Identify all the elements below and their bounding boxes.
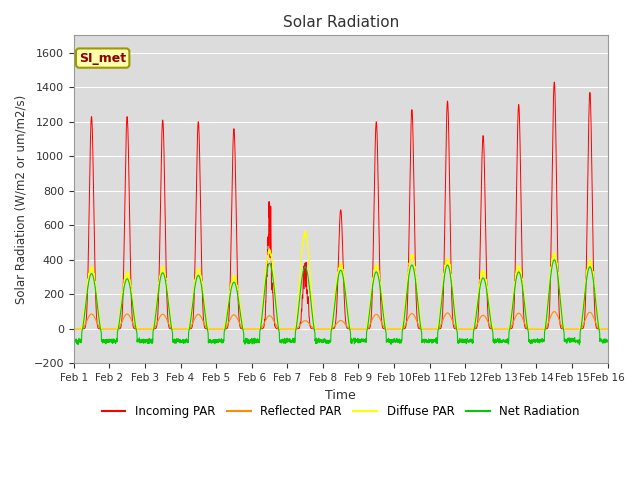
Diffuse PAR (70, 326, 77, 332)
Reflected PAR (431, 326, 438, 332)
Text: SI_met: SI_met (79, 51, 126, 65)
Reflected PAR (550, 309, 558, 314)
Net Radiation (604, 339, 611, 345)
Reflected PAR (491, 326, 499, 332)
Diffuse PAR (301, 228, 308, 233)
Incoming PAR (604, 326, 611, 332)
Incoming PAR (431, 326, 438, 332)
Incoming PAR (550, 79, 558, 85)
Y-axis label: Solar Radiation (W/m2 or um/m2/s): Solar Radiation (W/m2 or um/m2/s) (15, 95, 28, 304)
Reflected PAR (604, 326, 611, 332)
Diffuse PAR (604, 326, 611, 332)
Incoming PAR (70, 326, 77, 332)
Reflected PAR (70, 326, 77, 332)
Incoming PAR (166, 325, 173, 331)
Title: Solar Radiation: Solar Radiation (283, 15, 399, 30)
Net Radiation (321, 336, 328, 342)
Net Radiation (70, 338, 77, 344)
Line: Diffuse PAR: Diffuse PAR (74, 230, 607, 329)
Net Radiation (166, 312, 173, 317)
Diffuse PAR (603, 326, 611, 332)
Reflected PAR (603, 326, 611, 332)
Reflected PAR (460, 326, 468, 332)
Diffuse PAR (321, 326, 328, 332)
Net Radiation (460, 337, 468, 343)
Line: Reflected PAR: Reflected PAR (74, 312, 607, 329)
Line: Net Radiation: Net Radiation (74, 260, 607, 345)
Net Radiation (575, 342, 583, 348)
Net Radiation (431, 339, 438, 345)
Reflected PAR (321, 326, 328, 332)
Reflected PAR (166, 323, 173, 329)
Incoming PAR (321, 326, 328, 332)
X-axis label: Time: Time (325, 389, 356, 402)
Incoming PAR (491, 326, 499, 332)
Net Radiation (550, 257, 558, 263)
Line: Incoming PAR: Incoming PAR (74, 82, 607, 329)
Incoming PAR (460, 326, 468, 332)
Diffuse PAR (166, 307, 173, 313)
Net Radiation (604, 339, 611, 345)
Diffuse PAR (491, 326, 499, 332)
Incoming PAR (603, 326, 611, 332)
Legend: Incoming PAR, Reflected PAR, Diffuse PAR, Net Radiation: Incoming PAR, Reflected PAR, Diffuse PAR… (97, 401, 584, 423)
Net Radiation (491, 339, 499, 345)
Diffuse PAR (431, 326, 438, 332)
Diffuse PAR (460, 326, 468, 332)
